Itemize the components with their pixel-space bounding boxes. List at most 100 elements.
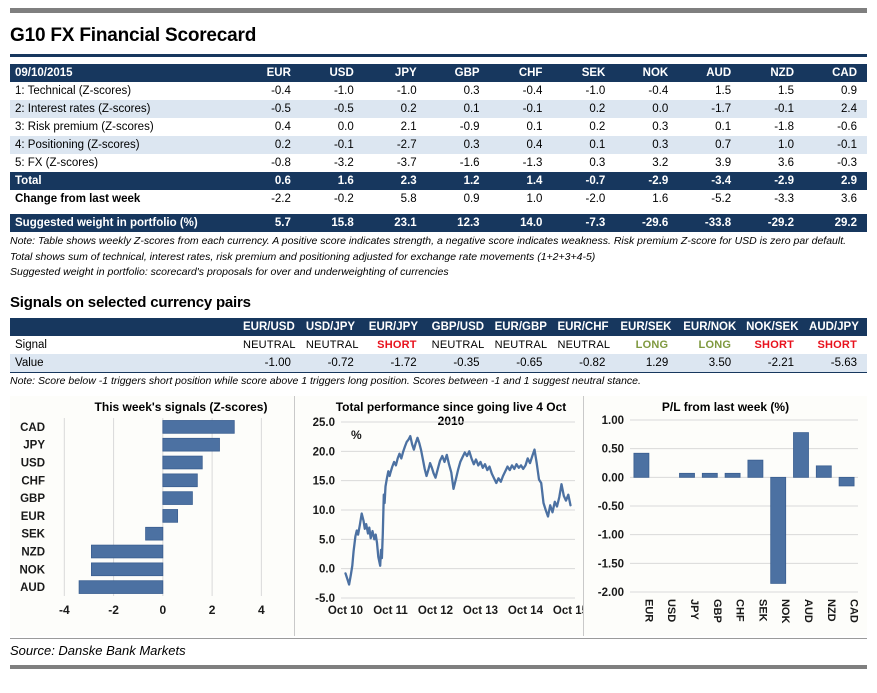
value-cell: 0.9 — [463, 193, 480, 205]
row-label-cell: Value — [10, 353, 238, 372]
y-tick-label: 15.0 — [313, 476, 335, 488]
category-label: CHF — [21, 475, 45, 487]
signal-cell: NEUTRAL — [557, 338, 611, 351]
scorecard-row: 3: Risk premium (Z-scores) 0.4 0.0 2.1 -0.9 0… — [10, 118, 867, 136]
x-tick-label: Oct 13 — [463, 605, 498, 617]
performance-line-chart: 25.0 20.0 15.0 10.0 5.0 0.0 -5.0% Oct 10 Oct 11 O… — [313, 417, 583, 617]
currency-header-cell: SEK — [552, 64, 616, 82]
value-cell: -0.1 — [300, 136, 364, 154]
bar-USD — [162, 455, 203, 470]
bar-SEK — [145, 526, 164, 541]
category-label: USD — [21, 458, 45, 470]
value-cell: 0.2 — [238, 136, 301, 154]
bar-JPY — [162, 437, 220, 452]
row-label-cell: Signal — [15, 338, 47, 351]
value-cell: 0.2 — [363, 100, 427, 118]
value-cell: -0.2 — [333, 193, 354, 205]
pair-header-cell: EUR/NOK — [678, 317, 742, 336]
value-cell: -2.21 — [741, 353, 805, 372]
y-tick-label: -1.00 — [598, 530, 624, 542]
value-cell: -1.8 — [774, 121, 795, 133]
value-cell: 1.29 — [615, 353, 679, 372]
x-tick-label: Oct 11 — [373, 605, 408, 617]
scorecard-change-row: Change from last week -2.2 -0.2 5.8 0.9 1.0 -2… — [10, 190, 867, 208]
value-cell: -0.7 — [552, 172, 616, 190]
pair-header-cell: EUR/SEK — [615, 317, 679, 336]
value-cell: -1.3 — [522, 157, 543, 169]
category-label: AUD — [802, 599, 814, 623]
signal-cell: SHORT — [754, 338, 795, 351]
chart-panel-performance: Total performance since going live 4 Oct… — [294, 396, 583, 636]
weekly-signals-bar-chart: -4 -2 0 2 4 CAD JPY USD CHF GBP EUR SEK NZD NOK AUD — [19, 418, 265, 617]
value-cell: -1.00 — [238, 353, 301, 372]
value-cell: 14.0 — [489, 214, 553, 232]
category-label: NOK — [19, 564, 45, 576]
value-cell: 1.0 — [526, 193, 543, 205]
value-cell: 0.3 — [652, 121, 669, 133]
bar-EUR — [633, 452, 650, 478]
x-tick-label: Oct 14 — [508, 605, 544, 617]
category-label: NZD — [825, 599, 837, 622]
value-cell: 1.6 — [652, 193, 669, 205]
signals-table: EUR/USD USD/JPY EUR/JPY GBP/USD EUR/GBP EUR/C… — [10, 317, 867, 373]
currency-header-cell: GBP — [426, 64, 490, 82]
value-cell: 5.8 — [400, 193, 417, 205]
pair-header-cell: EUR/CHF — [552, 317, 616, 336]
signal-cell: SHORT — [377, 338, 417, 351]
row-label-cell: 1: Technical (Z-scores) — [15, 85, 132, 97]
category-label: JPY — [23, 440, 45, 452]
bottom-rule — [10, 665, 867, 669]
value-cell: 0.0 — [337, 121, 354, 133]
value-cell: 0.1 — [526, 121, 543, 133]
value-cell: -1.6 — [459, 157, 480, 169]
bar-GBP — [162, 491, 193, 505]
value-cell: -3.3 — [774, 193, 795, 205]
charts-row: This week's signals (Z-scores) -4 -2 0 2 4 CA… — [10, 396, 867, 636]
value-cell: -0.65 — [489, 353, 553, 372]
value-cell: 0.6 — [238, 172, 301, 190]
row-label-cell: 4: Positioning (Z-scores) — [10, 136, 238, 154]
value-cell: -2.9 — [741, 172, 805, 190]
signal-cell: NEUTRAL — [305, 338, 359, 351]
bar-NOK — [91, 562, 164, 577]
value-cell: 1.2 — [426, 172, 490, 190]
bar-NOK — [770, 476, 787, 584]
scorecard-notes: Note: Table shows weekly Z-scores from e… — [10, 235, 867, 280]
y-tick-label: 10.0 — [313, 505, 335, 517]
value-cell: -0.5 — [238, 100, 301, 118]
value-cell: 0.2 — [552, 100, 616, 118]
bar-AUD — [78, 580, 164, 594]
value-cell: 15.8 — [300, 214, 364, 232]
bar-CAD — [162, 420, 235, 434]
value-cell: 3.2 — [652, 157, 669, 169]
pair-header-cell: GBP/USD — [426, 317, 490, 336]
bar-CHF — [162, 473, 198, 488]
value-cell: 0.0 — [615, 100, 679, 118]
value-cell: -2.7 — [363, 136, 427, 154]
chart-title-performance: Total performance since going live 4 Oct… — [335, 400, 567, 428]
scorecard-weight-row: Suggested weight in portfolio (%) 5.7 15.8… — [10, 214, 867, 232]
currency-header-cell: CHF — [489, 64, 553, 82]
category-label: EUR — [642, 599, 654, 622]
category-label: NOK — [779, 599, 791, 624]
pair-header-cell: EUR/GBP — [489, 317, 553, 336]
y-tick-label: 20.0 — [313, 446, 335, 458]
pair-header-cell: EUR/USD — [238, 317, 301, 336]
value-cell: -33.8 — [678, 214, 742, 232]
scorecard-note: Suggested weight in portfolio: scorecard… — [10, 266, 449, 278]
pair-header-cell: EUR/JPY — [363, 317, 427, 336]
value-cell: 0.2 — [589, 121, 606, 133]
row-label-cell: Total — [10, 172, 238, 190]
currency-header-cell: USD — [300, 64, 364, 82]
bar-GBP — [701, 472, 718, 478]
value-cell: 2.3 — [363, 172, 427, 190]
chart-panel-pl-last-week: P/L from last week (%) 1.00 0.50 0.00 -0.50… — [583, 396, 867, 636]
x-tick-label: Oct 15 — [553, 605, 583, 617]
category-label: AUD — [20, 582, 45, 594]
value-cell: -3.4 — [678, 172, 742, 190]
value-cell: -3.2 — [333, 157, 354, 169]
value-cell: 2.4 — [804, 100, 867, 118]
x-tick-label: Oct 12 — [418, 605, 453, 617]
currency-header-cell: NOK — [615, 64, 679, 82]
category-label: SEK — [21, 529, 45, 541]
